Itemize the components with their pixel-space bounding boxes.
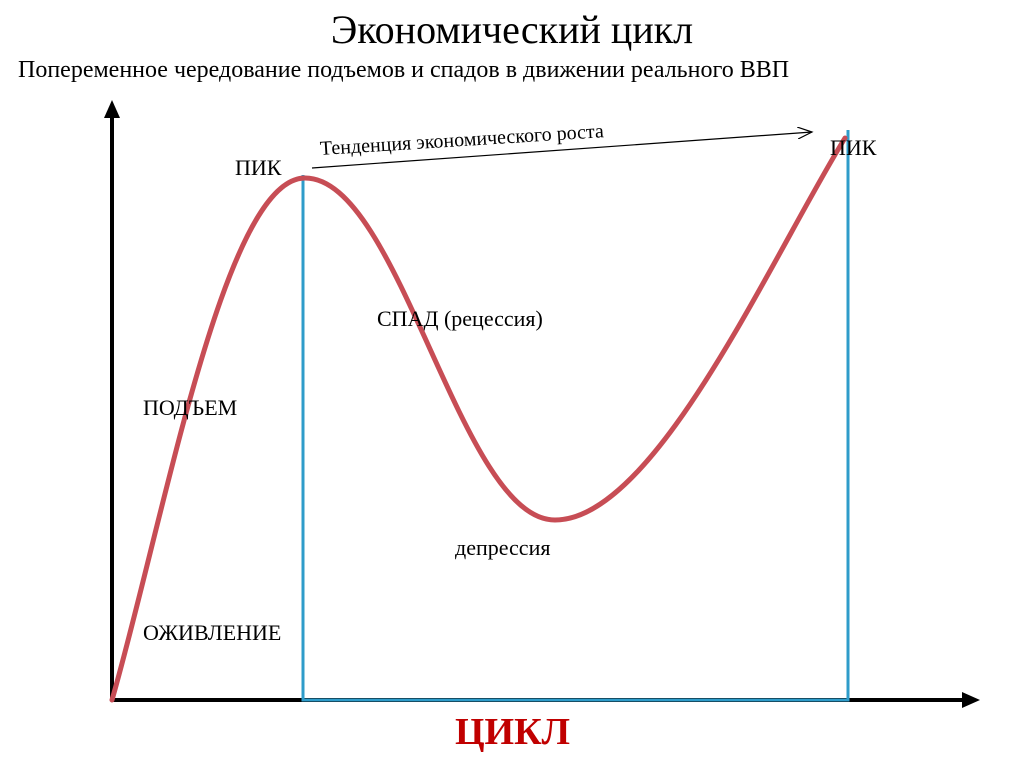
label-upturn: ПОДЪЕМ [143, 395, 237, 421]
label-recession: СПАД (рецессия) [377, 306, 543, 332]
chart-area: ПИК ПИК СПАД (рецессия) ПОДЪЕМ депрессия… [0, 0, 1024, 768]
label-peak2: ПИК [830, 135, 876, 161]
label-depression: депрессия [455, 535, 550, 561]
cycle-bracket [303, 130, 848, 700]
label-recovery: ОЖИВЛЕНИЕ [143, 620, 281, 646]
x-axis-arrow [962, 692, 980, 708]
label-cycle: ЦИКЛ [455, 710, 570, 754]
label-peak1: ПИК [235, 155, 281, 181]
y-axis-arrow [104, 100, 120, 118]
chart-svg [0, 0, 1024, 768]
